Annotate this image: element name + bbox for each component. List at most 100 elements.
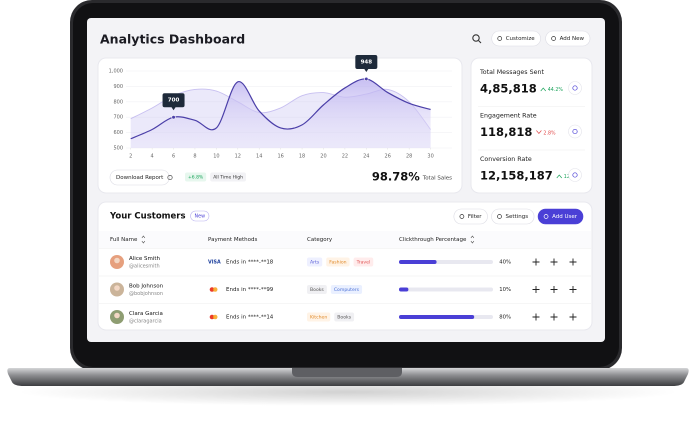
stat-value: 118,818	[480, 125, 532, 139]
x-tick-label: 6	[172, 154, 175, 160]
category-tag	[330, 285, 363, 294]
sort-icon[interactable]	[141, 235, 146, 244]
clickthrough-label: 40%	[499, 260, 511, 266]
row-action[interactable]	[569, 313, 577, 321]
category-tag	[307, 312, 331, 322]
clickthrough-label: 10%	[499, 287, 511, 293]
total-value: 98.78%	[372, 170, 420, 184]
header-button[interactable]: Customize	[491, 30, 541, 47]
x-tick-label: 28	[406, 154, 412, 160]
table-button[interactable]: Filter	[453, 208, 488, 225]
header-button-label: Add New	[560, 36, 585, 42]
table-button-label: Filter	[468, 214, 482, 220]
table-button[interactable]: Settings	[491, 208, 535, 225]
trend-icon	[540, 87, 547, 92]
stat-label: Engagement Rate	[480, 113, 537, 120]
row-action[interactable]	[550, 313, 558, 321]
table-button-label: Settings	[506, 214, 529, 220]
progress-track	[399, 287, 493, 292]
y-tick-label: 600	[113, 130, 123, 136]
new-badge-text: New	[195, 214, 206, 220]
category-tag-text: Fashion	[329, 260, 346, 266]
row-action[interactable]	[532, 313, 540, 321]
category-tag	[353, 257, 374, 267]
row-action[interactable]	[569, 286, 577, 293]
progress-bar	[399, 260, 437, 264]
search-circle	[472, 34, 480, 42]
tooltip	[355, 55, 378, 73]
column-header: Clickthrough Percentage	[399, 237, 467, 243]
row-action[interactable]	[532, 258, 540, 266]
y-tick-label: 900	[113, 84, 123, 90]
category-tag-text: Computers	[334, 287, 360, 293]
notch	[292, 368, 402, 377]
customer-name: Bob Johnson	[129, 284, 164, 290]
stats-card	[470, 57, 593, 194]
header-button-icon	[551, 36, 556, 41]
header-button[interactable]: Add New	[545, 30, 591, 47]
avatar-face	[114, 257, 120, 264]
download-button-label: Download Report	[116, 175, 164, 181]
column-header: Category	[307, 237, 333, 243]
sort-icon[interactable]	[470, 235, 475, 244]
stat-icon-glyph	[572, 172, 578, 178]
x-tick-label: 22	[342, 154, 348, 160]
x-tick-label: 2	[129, 154, 132, 160]
search-icon[interactable]	[472, 34, 482, 44]
avatar-face	[114, 312, 120, 319]
progress-bar	[399, 287, 409, 292]
data-label: 948	[361, 60, 373, 66]
table-button-label: Add User	[552, 214, 578, 220]
y-tick-label: 500	[113, 146, 123, 152]
card-logo	[209, 287, 215, 292]
category-tag-text: Kitchen	[310, 315, 327, 321]
table-button-icon	[497, 214, 502, 219]
total-label: Total Sales	[422, 176, 452, 182]
customer-handle: @bobjohnson	[129, 291, 163, 297]
change-badge	[185, 172, 207, 182]
row-action[interactable]	[550, 286, 558, 293]
stat-icon	[568, 81, 582, 95]
stat-value: 4,85,818	[480, 82, 537, 96]
search-handle	[478, 40, 482, 44]
category-tag	[307, 257, 323, 267]
category-tag	[334, 312, 355, 322]
y-tick-label: 800	[113, 99, 123, 105]
header-button-icon	[497, 36, 503, 41]
download-icon	[167, 175, 173, 181]
card-logo	[212, 314, 218, 320]
x-tick-label: 16	[277, 154, 283, 160]
customer-handle: @claragarcia	[129, 319, 162, 325]
row-action[interactable]	[550, 258, 558, 266]
table-button[interactable]: Add User	[537, 208, 584, 225]
avatar-face	[114, 285, 120, 291]
row-action[interactable]	[532, 286, 540, 293]
series-line	[130, 78, 431, 140]
series-area	[130, 78, 431, 148]
progress-bar	[399, 315, 475, 319]
card-brand: VISA	[208, 260, 221, 266]
category-tag-text: Books	[310, 287, 324, 293]
category-tag-text: Books	[337, 315, 351, 321]
customer-name: Clara Garcia	[129, 311, 163, 317]
y-tick-label: 1,000	[109, 69, 123, 75]
header-button-bg	[545, 30, 591, 47]
header-button-label: Customize	[506, 36, 535, 42]
section-title: Your Customers	[109, 212, 186, 222]
x-tick-label: 18	[299, 154, 305, 160]
stat-icon	[568, 168, 582, 182]
table-button-bg	[491, 208, 535, 225]
header-button-bg	[491, 30, 541, 47]
stat-label: Conversion Rate	[480, 156, 532, 163]
x-tick-label: 4	[151, 154, 154, 160]
download-button[interactable]: Download Report	[109, 169, 170, 186]
row-action[interactable]	[569, 258, 577, 266]
stat-icon-glyph	[572, 85, 578, 91]
download-button-bg	[109, 169, 170, 186]
column-header: Payment Methods	[208, 237, 257, 243]
change-badge-text: +6.8%	[188, 175, 204, 181]
column-header: Full Name	[110, 237, 138, 243]
y-tick-label: 700	[113, 115, 123, 121]
